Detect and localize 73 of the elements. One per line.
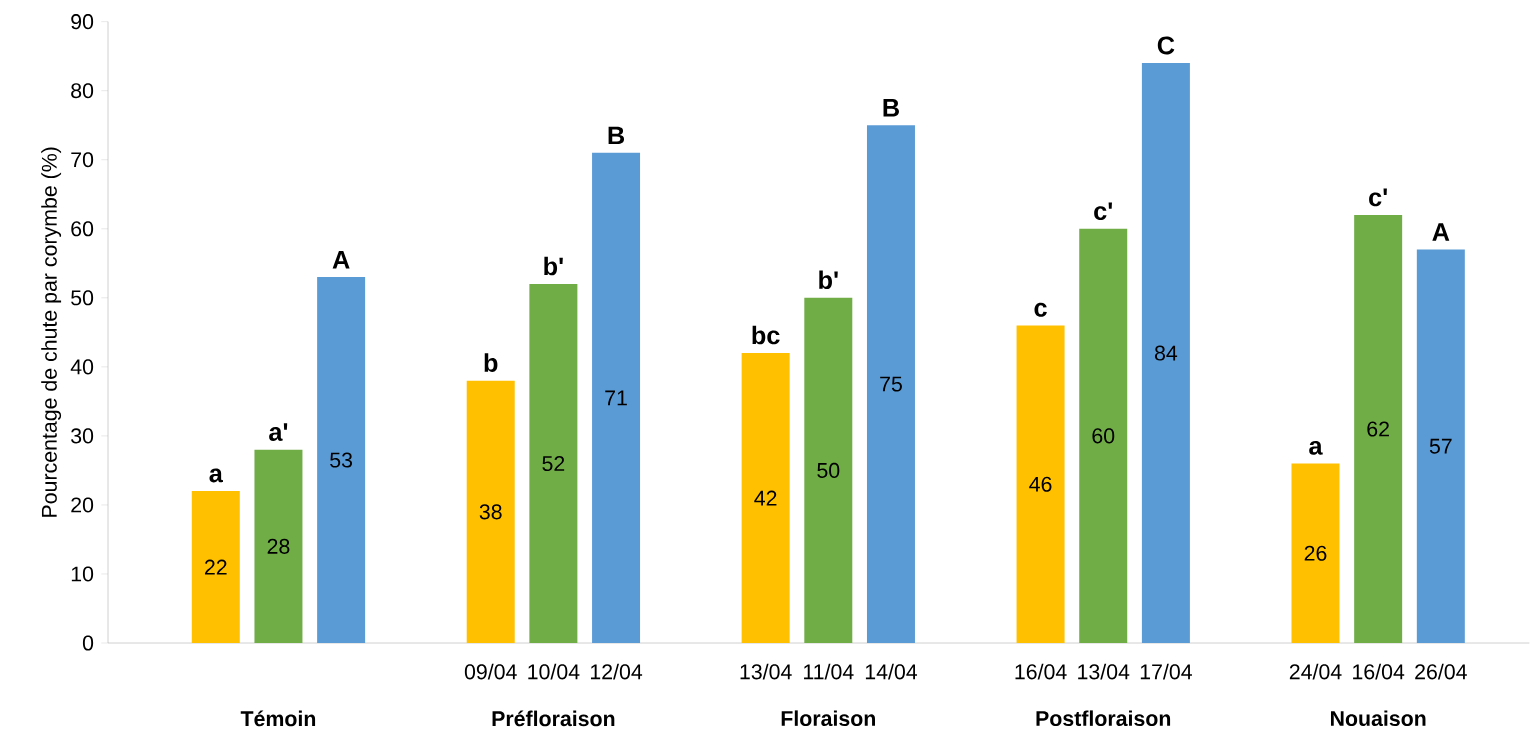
- annotation: B: [883, 99, 899, 117]
- text: 11/04: [804, 663, 854, 680]
- x-tick-label: Postfloraison: [1036, 710, 1171, 727]
- data-label: 42: [754, 490, 777, 506]
- bar: [741, 353, 790, 643]
- data-label: 84: [1154, 345, 1178, 361]
- bar: [804, 297, 853, 643]
- data-label: 28: [267, 538, 290, 554]
- text: 12/04: [590, 663, 643, 680]
- y-tick-label: 90: [71, 14, 94, 30]
- text: 09/04: [464, 663, 517, 680]
- x-tick-label: Nouaison: [1330, 710, 1426, 727]
- annotation: B: [608, 126, 625, 145]
- annotation: a: [209, 468, 223, 483]
- bar: [466, 380, 515, 643]
- text: 13/04: [740, 663, 792, 680]
- y-tick-label: 80: [71, 83, 94, 99]
- data-label: 52: [542, 455, 565, 472]
- bar: [317, 277, 366, 643]
- data-label: 22: [204, 559, 227, 575]
- y-tick-label: 50: [71, 290, 94, 306]
- data-label: 53: [330, 452, 353, 468]
- bar: [1141, 63, 1190, 643]
- annotation: a': [269, 423, 288, 441]
- text: 10/04: [528, 663, 580, 680]
- annotation: b': [819, 270, 838, 290]
- annotation: c': [1094, 202, 1112, 221]
- annotation: bc: [752, 325, 780, 345]
- bar: [1354, 214, 1403, 643]
- data-label: 46: [1029, 476, 1052, 492]
- annotation: c': [1369, 188, 1387, 207]
- data-label: 71: [605, 390, 627, 406]
- y-tick-label: 40: [70, 359, 94, 375]
- text: 26/04: [1415, 663, 1467, 680]
- bar: [1291, 463, 1340, 643]
- text: 14/04: [865, 663, 918, 680]
- text: 17/04: [1140, 663, 1192, 680]
- y-tick-label: 20: [71, 497, 94, 513]
- bar: [191, 491, 240, 643]
- x-tick-label: Floraison: [781, 710, 875, 727]
- y-axis-title: Pourcentage de chute par corymbe (%): [41, 147, 62, 517]
- data-label: 57: [1429, 438, 1452, 454]
- text: 16/04: [1015, 663, 1067, 680]
- annotation: A: [1432, 223, 1450, 241]
- data-label: 75: [880, 376, 902, 392]
- x-tick-label: Préfloraison: [492, 710, 615, 727]
- data-label: 62: [1367, 421, 1389, 437]
- bar: [1016, 325, 1065, 643]
- annotation: b': [544, 256, 563, 276]
- data-label: 50: [817, 462, 840, 478]
- y-tick-label: 10: [71, 566, 94, 582]
- bar: [1079, 228, 1128, 643]
- bar: [866, 125, 915, 643]
- x-tick-label: Témoin: [240, 710, 316, 727]
- annotation: c: [1034, 302, 1047, 317]
- y-tick-label: 30: [71, 428, 94, 444]
- annotation: C: [1157, 36, 1175, 55]
- annotation: b: [484, 353, 498, 372]
- annotation: A: [332, 250, 350, 269]
- data-label: 60: [1092, 428, 1115, 444]
- y-tick-label: 60: [71, 221, 94, 237]
- bar: [1416, 249, 1465, 643]
- bar: [254, 449, 303, 643]
- y-tick-label: 0: [82, 635, 94, 651]
- text: 13/04: [1078, 663, 1130, 680]
- text: 24/04: [1289, 663, 1342, 680]
- data-label: 38: [479, 504, 502, 520]
- text: 16/04: [1353, 663, 1405, 680]
- bar: [529, 284, 578, 643]
- data-label: 26: [1304, 545, 1327, 561]
- bar: [592, 152, 641, 643]
- annotation: a: [1309, 440, 1323, 455]
- y-tick-label: 70: [71, 152, 94, 168]
